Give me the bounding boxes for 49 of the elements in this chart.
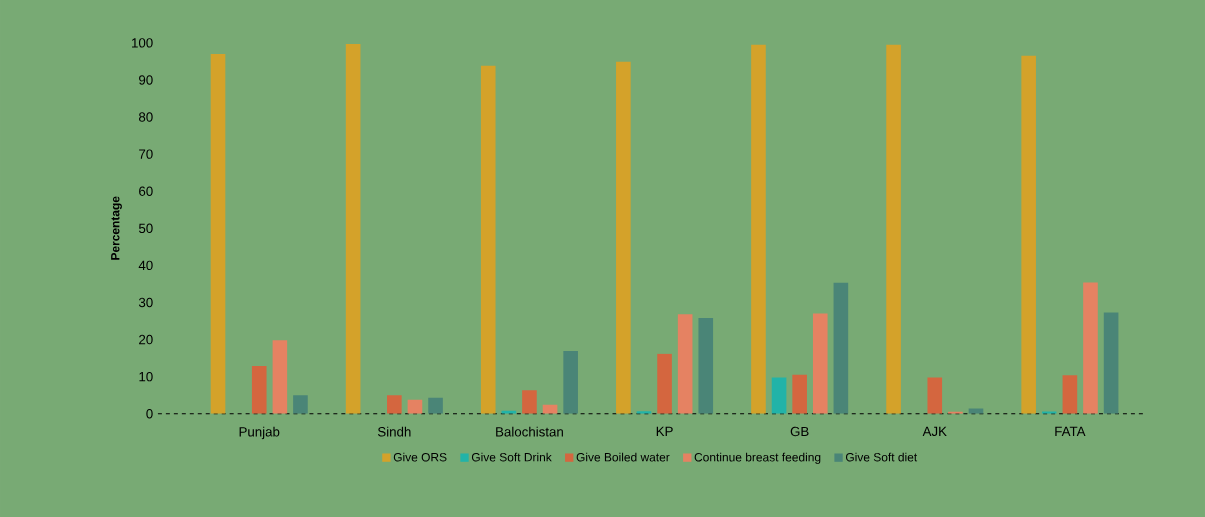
y-tick-label: 30 — [138, 297, 153, 307]
x-tick-label: Sindh — [377, 426, 411, 437]
bar — [657, 353, 672, 414]
legend-label: Give Soft Drink — [471, 452, 552, 462]
bar — [833, 282, 849, 414]
bar — [428, 397, 443, 414]
legend-label: Give Boiled water — [576, 452, 670, 462]
y-tick-label: 0 — [146, 408, 153, 419]
bar — [886, 44, 901, 414]
bar — [616, 61, 631, 414]
x-tick-label: GB — [790, 426, 809, 436]
bar — [210, 53, 226, 414]
bar — [293, 394, 308, 414]
y-tick-label: 50 — [138, 223, 153, 233]
bar — [1062, 374, 1078, 414]
bar — [272, 340, 288, 414]
legend-label: Continue breast feeding — [694, 452, 821, 464]
y-tick-label: 10 — [139, 371, 153, 382]
bar — [812, 313, 828, 414]
x-tick-label: Balochistan — [496, 426, 563, 437]
bar — [792, 374, 807, 414]
y-tick-label: 70 — [139, 149, 153, 159]
legend-label: Give ORS — [393, 452, 447, 462]
bar — [522, 390, 537, 414]
y-tick-label: 40 — [138, 260, 153, 270]
y-tick-label: 100 — [132, 37, 153, 48]
y-axis-title: Percentage — [111, 196, 122, 260]
bar — [1083, 282, 1098, 414]
bar — [1021, 55, 1036, 414]
x-tick-label: KP — [656, 426, 673, 436]
y-tick-label: 20 — [139, 334, 153, 345]
legend-label: Give Soft diet — [845, 452, 918, 462]
bar — [387, 394, 402, 414]
bar — [698, 317, 714, 414]
bar — [677, 314, 693, 414]
x-tick-label: Punjab — [239, 426, 280, 439]
y-tick-label: 80 — [139, 112, 153, 122]
x-tick-label: FATA — [1055, 426, 1086, 436]
bar — [251, 365, 267, 414]
y-tick-label: 90 — [139, 75, 153, 85]
bar — [1103, 312, 1119, 414]
x-tick-label: AJK — [922, 426, 947, 436]
y-tick-label: 60 — [139, 186, 153, 196]
bar — [751, 44, 766, 414]
bar — [480, 65, 496, 414]
bar — [345, 43, 361, 414]
bar — [927, 377, 943, 414]
bar — [563, 350, 578, 414]
bar — [771, 377, 787, 414]
